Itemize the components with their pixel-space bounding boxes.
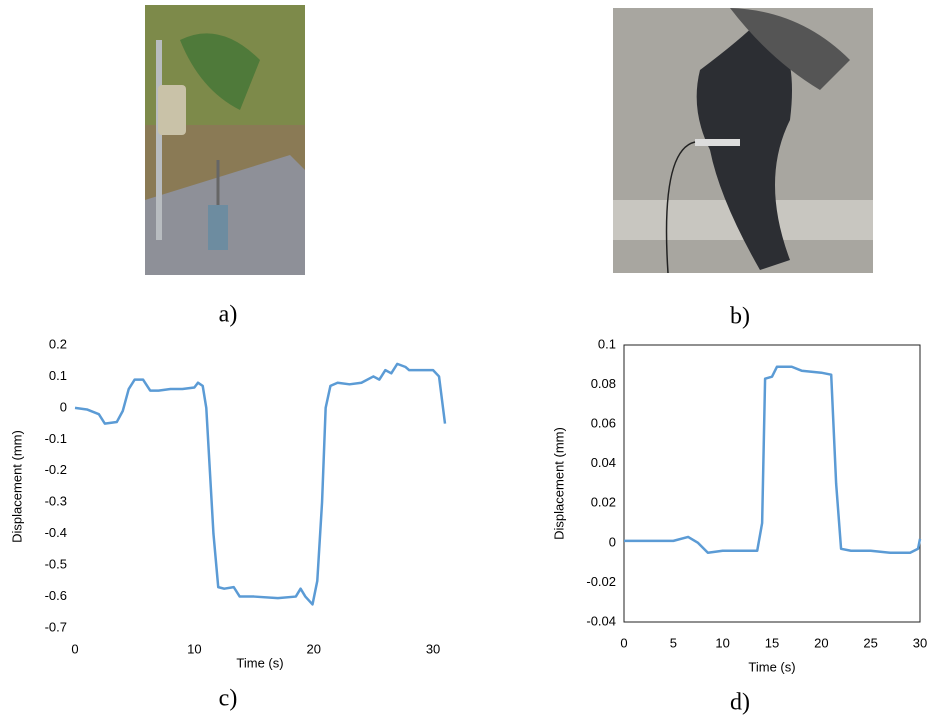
y-tick-label: 0.06 — [591, 416, 616, 431]
x-tick-label: 20 — [306, 641, 320, 656]
y-axis-label: Displacement (mm) — [551, 427, 566, 540]
x-tick-label: 5 — [670, 635, 677, 650]
x-tick-label: 10 — [187, 641, 201, 656]
caption: d) — [730, 690, 750, 716]
y-axis-label: Displacement (mm) — [9, 430, 24, 543]
y-tick-label: -0.04 — [586, 613, 616, 628]
y-tick-label: 0.2 — [49, 336, 67, 351]
x-tick-label: 10 — [715, 635, 729, 650]
data-line — [74, 362, 447, 606]
plot-frame — [623, 344, 921, 623]
x-tick-label: 0 — [71, 641, 78, 656]
photo-a — [145, 5, 305, 275]
x-tick-label: 25 — [863, 635, 877, 650]
y-tick-label: -0.3 — [45, 494, 67, 509]
y-tick-label: -0.7 — [45, 619, 67, 634]
x-tick-label: 30 — [426, 641, 440, 656]
y-tick-label: -0.1 — [45, 431, 67, 446]
y-tick-label: 0.1 — [49, 368, 67, 383]
x-tick-label: 20 — [814, 635, 828, 650]
x-tick-label: 15 — [765, 635, 779, 650]
y-tick-label: 0.04 — [591, 455, 616, 470]
caption: c) — [219, 686, 238, 712]
y-tick-label: -0.5 — [45, 557, 67, 572]
y-tick-label: -0.2 — [45, 462, 67, 477]
y-tick-label: 0.08 — [591, 376, 616, 391]
y-tick-label: -0.4 — [45, 525, 67, 540]
caption: b) — [730, 304, 750, 330]
y-tick-label: -0.02 — [586, 574, 616, 589]
y-tick-label: 0.02 — [591, 495, 616, 510]
y-tick-label: 0 — [609, 534, 616, 549]
y-tick-label: 0 — [60, 399, 67, 414]
x-tick-label: 0 — [620, 635, 627, 650]
y-tick-label: 0.1 — [598, 336, 616, 351]
caption: a) — [219, 302, 238, 328]
x-axis-label: Time (s) — [236, 655, 283, 670]
y-tick-label: -0.6 — [45, 588, 67, 603]
x-axis-label: Time (s) — [748, 659, 795, 674]
x-tick-label: 30 — [913, 635, 927, 650]
photo-b — [613, 8, 873, 274]
data-line — [624, 365, 922, 554]
